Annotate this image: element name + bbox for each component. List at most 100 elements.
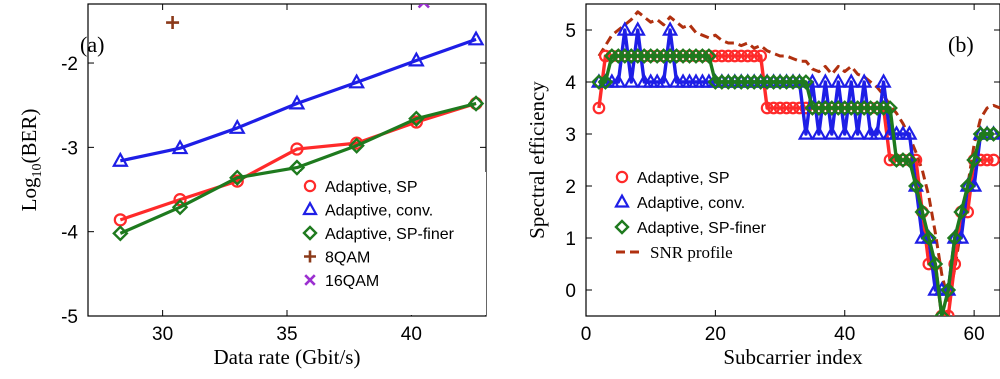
data-point-adaptive-sp-finer	[616, 48, 633, 64]
data-point-adaptive-sp	[780, 101, 793, 115]
data-point-adaptive-sp-finer	[888, 152, 905, 168]
data-point-adaptive-sp	[747, 49, 761, 63]
data-point-adaptive-sp-finer	[830, 100, 847, 116]
data-point-adaptive-sp	[948, 257, 962, 271]
data-point-adaptive-conv	[810, 125, 827, 140]
x-tick-label: 40	[834, 324, 855, 345]
data-point-adaptive-conv	[804, 73, 821, 88]
data-point-adaptive-conv	[348, 73, 366, 89]
data-point-adaptive-sp-finer	[765, 74, 782, 90]
data-point-adaptive-sp-finer	[843, 100, 860, 116]
data-point-adaptive-conv	[629, 21, 646, 36]
data-point-adaptive-conv	[662, 21, 679, 36]
data-point-adaptive-conv	[836, 125, 853, 140]
data-point-adaptive-conv	[655, 73, 672, 88]
legend-background	[300, 172, 486, 315]
data-point-adaptive-sp	[592, 101, 606, 115]
data-point-adaptive-sp-finer	[707, 74, 724, 90]
data-point-adaptive-sp	[290, 142, 304, 156]
data-point-adaptive-sp-finer	[759, 74, 776, 90]
x-tick-label: 60	[964, 324, 985, 345]
chart-panel-b: 0 20 40 60 0 1 2 3 4 5 Subcarrier index Spectral ef…	[525, 3, 1000, 369]
data-point-adaptive-sp-finer	[636, 48, 653, 64]
data-point-adaptive-sp-finer	[856, 100, 873, 116]
data-point-adaptive-conv	[228, 118, 246, 134]
data-point-adaptive-sp-finer	[229, 169, 246, 186]
data-point-adaptive-sp-finer	[940, 282, 957, 298]
data-point-adaptive-sp-finer	[467, 95, 485, 112]
y-tick-label: -4	[61, 223, 78, 244]
legend-swatch-adaptive-sp	[303, 179, 317, 193]
data-point-8qam	[166, 16, 180, 30]
data-point-adaptive-sp-finer	[953, 204, 970, 220]
data-point-adaptive-sp-finer	[959, 178, 976, 194]
data-point-adaptive-sp-finer	[920, 230, 937, 246]
y-tick-label: 2	[565, 177, 576, 198]
data-point-adaptive-sp-finer	[739, 74, 756, 90]
y-tick-label: 1	[565, 229, 576, 250]
data-point-adaptive-sp-finer	[112, 225, 129, 242]
data-point-adaptive-conv	[966, 177, 983, 192]
data-point-adaptive-sp	[754, 49, 768, 63]
data-point-adaptive-sp	[767, 101, 780, 115]
data-point-adaptive-sp-finer	[171, 199, 189, 216]
x-tick-label: 30	[152, 324, 173, 345]
legend-label-adaptive-sp: Adaptive, SP	[637, 170, 730, 187]
data-point-adaptive-conv	[111, 151, 129, 167]
data-point-adaptive-conv	[616, 21, 633, 36]
data-point-adaptive-conv	[817, 73, 834, 88]
data-point-adaptive-sp-finer	[720, 74, 737, 90]
data-point-adaptive-sp-finer	[752, 74, 769, 90]
data-point-adaptive-sp-finer	[869, 100, 885, 116]
data-point-adaptive-sp-finer	[288, 159, 306, 176]
data-point-adaptive-sp-finer	[979, 126, 995, 142]
data-point-adaptive-sp-finer	[804, 100, 821, 116]
panel-label: (a)	[80, 32, 104, 57]
legend-label-adaptive-sp: Adaptive, SP	[325, 179, 418, 196]
legend-label-16qam: 16QAM	[325, 273, 379, 290]
data-point-adaptive-sp-finer	[694, 48, 711, 64]
data-point-adaptive-sp-finer	[946, 230, 963, 246]
data-point-adaptive-sp-finer	[895, 152, 911, 168]
data-point-adaptive-sp-finer	[668, 48, 685, 64]
legend-label-adaptive-conv: Adaptive, conv.	[325, 203, 433, 220]
x-tick-label: 40	[401, 324, 422, 345]
data-point-adaptive-sp-finer	[655, 48, 672, 64]
data-point-adaptive-sp-finer	[875, 100, 892, 116]
data-point-adaptive-sp-finer	[966, 152, 983, 168]
data-point-adaptive-sp-finer	[662, 48, 678, 64]
y-tick-label: -5	[61, 307, 78, 328]
series-group	[590, 10, 1000, 316]
data-point-adaptive-sp	[721, 49, 735, 63]
data-point-adaptive-sp	[173, 193, 187, 207]
legend-swatch-adaptive-sp-finer	[614, 219, 630, 235]
data-point-adaptive-sp-finer	[901, 152, 918, 168]
y-tick-label: 4	[565, 73, 576, 94]
data-point-adaptive-sp-finer	[778, 74, 795, 90]
y-tick-label: 0	[565, 281, 576, 302]
data-point-adaptive-conv	[869, 125, 886, 140]
data-point-adaptive-sp-finer	[849, 100, 866, 116]
data-point-adaptive-sp-finer	[798, 74, 814, 90]
y-axis-label-tail: (BER)	[17, 109, 41, 164]
data-point-adaptive-sp-finer	[927, 256, 944, 272]
data-point-adaptive-sp-finer	[972, 126, 989, 142]
data-point-adaptive-sp-finer	[623, 48, 640, 64]
data-point-adaptive-sp	[741, 49, 755, 63]
legend: Adaptive, SP Adaptive, conv. Adaptive, SP-…	[300, 172, 486, 315]
data-point-adaptive-conv	[823, 125, 840, 140]
data-point-adaptive-sp-finer	[772, 74, 788, 90]
data-point-adaptive-sp	[734, 49, 748, 63]
data-point-adaptive-sp-finer	[688, 48, 704, 64]
data-point-adaptive-conv	[797, 125, 815, 140]
data-point-adaptive-sp-finer	[610, 48, 627, 64]
legend-label-adaptive-conv: Adaptive, conv.	[637, 195, 745, 212]
data-point-adaptive-sp-finer	[713, 74, 730, 90]
data-point-adaptive-sp-finer	[701, 48, 717, 64]
data-point-adaptive-conv	[467, 30, 485, 46]
data-point-adaptive-conv	[288, 94, 306, 110]
legend-label-8qam: 8QAM	[325, 250, 370, 267]
data-point-adaptive-sp-finer	[675, 48, 691, 64]
y-tick-label: 3	[565, 125, 576, 146]
